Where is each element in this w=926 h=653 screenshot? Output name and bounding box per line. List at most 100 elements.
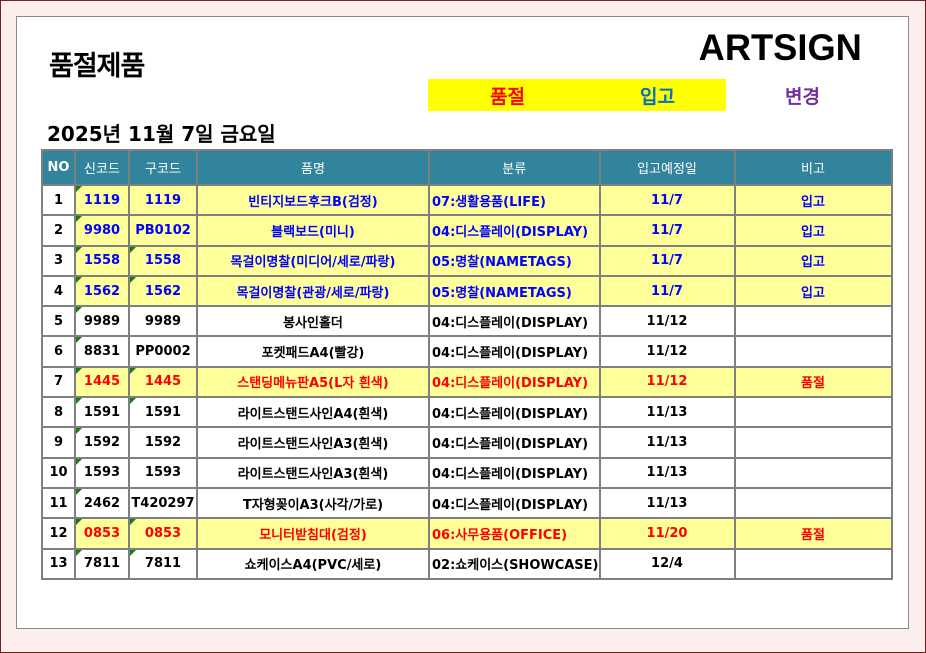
cell-no[interactable]: 6	[41, 335, 76, 368]
cell-eta[interactable]: 11/7	[598, 274, 736, 308]
cell-eta[interactable]: 11/12	[598, 365, 736, 399]
cell-product-name[interactable]: 라이트스탠드사인A3(흰색)	[196, 456, 430, 489]
cell-old-code[interactable]: 7811	[128, 547, 198, 580]
cell-product-name[interactable]: 목걸이명찰(관광/세로/파랑)	[196, 274, 430, 308]
cell-old-code[interactable]: 1562	[128, 274, 198, 308]
cell-note[interactable]: 품절	[733, 365, 893, 399]
column-header-product-name[interactable]: 품명	[196, 149, 430, 186]
cell-note[interactable]	[733, 456, 893, 489]
cell-note[interactable]	[733, 486, 893, 520]
cell-new-code[interactable]: 1558	[74, 244, 130, 277]
cell-new-code[interactable]: 0853	[74, 517, 130, 550]
cell-note[interactable]: 입고	[733, 183, 893, 217]
cell-category[interactable]: 02:쇼케이스(SHOWCASE)	[428, 547, 601, 580]
cell-new-code[interactable]: 8831	[74, 335, 130, 368]
cell-category[interactable]: 05:명찰(NAMETAGS)	[428, 244, 601, 277]
cell-note[interactable]	[733, 305, 893, 338]
cell-text: 1562	[144, 283, 182, 299]
cell-note[interactable]: 입고	[733, 244, 893, 277]
cell-new-code[interactable]: 1119	[74, 183, 130, 217]
cell-category[interactable]: 04:디스플레이(DISPLAY)	[428, 486, 601, 520]
cell-product-name[interactable]: 블랙보드(미니)	[196, 214, 430, 247]
cell-category[interactable]: 04:디스플레이(DISPLAY)	[428, 396, 601, 429]
cell-note[interactable]: 품절	[733, 517, 893, 550]
cell-no[interactable]: 13	[41, 547, 76, 580]
cell-old-code[interactable]: 1445	[128, 365, 198, 399]
column-header-no[interactable]: NO	[41, 149, 76, 186]
cell-no[interactable]: 2	[41, 214, 76, 247]
cell-eta[interactable]: 11/7	[598, 183, 736, 217]
cell-new-code[interactable]: 1591	[74, 396, 130, 429]
cell-old-code[interactable]: 9989	[128, 305, 198, 338]
column-header-eta[interactable]: 입고예정일	[598, 149, 736, 186]
cell-product-name[interactable]: T자형꽂이A3(사각/가로)	[196, 486, 430, 520]
cell-note[interactable]	[733, 335, 893, 368]
cell-no[interactable]: 10	[41, 456, 76, 489]
cell-old-code[interactable]: 1592	[128, 426, 198, 459]
cell-new-code[interactable]: 9989	[74, 305, 130, 338]
cell-eta[interactable]: 11/12	[598, 305, 736, 338]
cell-no[interactable]: 3	[41, 244, 76, 277]
cell-new-code[interactable]: 1593	[74, 456, 130, 489]
cell-eta[interactable]: 11/7	[598, 244, 736, 277]
cell-new-code[interactable]: 7811	[74, 547, 130, 580]
cell-eta[interactable]: 11/13	[598, 456, 736, 489]
cell-product-name[interactable]: 목걸이명찰(미디어/세로/파랑)	[196, 244, 430, 277]
cell-category[interactable]: 05:명찰(NAMETAGS)	[428, 274, 601, 308]
cell-new-code[interactable]: 1445	[74, 365, 130, 399]
cell-category[interactable]: 06:사무용품(OFFICE)	[428, 517, 601, 550]
cell-text: 04:디스플레이(DISPLAY)	[432, 467, 589, 483]
cell-product-name[interactable]: 봉사인홀더	[196, 305, 430, 338]
cell-eta[interactable]: 11/12	[598, 335, 736, 368]
cell-eta[interactable]: 11/13	[598, 486, 736, 520]
cell-old-code[interactable]: 1558	[128, 244, 198, 277]
cell-category[interactable]: 04:디스플레이(DISPLAY)	[428, 426, 601, 459]
cell-no[interactable]: 5	[41, 305, 76, 338]
cell-no[interactable]: 8	[41, 396, 76, 429]
cell-note[interactable]: 입고	[733, 214, 893, 247]
column-header-category[interactable]: 분류	[428, 149, 601, 186]
cell-product-name[interactable]: 라이트스탠드사인A3(흰색)	[196, 426, 430, 459]
column-header-old-code[interactable]: 구코드	[128, 149, 198, 186]
cell-no[interactable]: 9	[41, 426, 76, 459]
cell-new-code[interactable]: 1592	[74, 426, 130, 459]
cell-no[interactable]: 4	[41, 274, 76, 308]
cell-note[interactable]	[733, 426, 893, 459]
cell-no[interactable]: 11	[41, 486, 76, 520]
cell-new-code[interactable]: 1562	[74, 274, 130, 308]
cell-old-code[interactable]: 1119	[128, 183, 198, 217]
cell-category[interactable]: 04:디스플레이(DISPLAY)	[428, 335, 601, 368]
cell-category[interactable]: 04:디스플레이(DISPLAY)	[428, 214, 601, 247]
cell-eta[interactable]: 11/13	[598, 426, 736, 459]
cell-new-code[interactable]: 9980	[74, 214, 130, 247]
cell-old-code[interactable]: PB0102	[128, 214, 198, 247]
cell-product-name[interactable]: 포켓패드A4(빨강)	[196, 335, 430, 368]
cell-category[interactable]: 04:디스플레이(DISPLAY)	[428, 305, 601, 338]
cell-note[interactable]	[733, 547, 893, 580]
cell-category[interactable]: 07:생활용품(LIFE)	[428, 183, 601, 217]
cell-old-code[interactable]: PP0002	[128, 335, 198, 368]
cell-eta[interactable]: 11/20	[598, 517, 736, 550]
cell-eta[interactable]: 11/13	[598, 396, 736, 429]
cell-note[interactable]	[733, 396, 893, 429]
column-header-new-code[interactable]: 신코드	[74, 149, 130, 186]
cell-old-code[interactable]: T420297	[128, 486, 198, 520]
column-header-note[interactable]: 비고	[733, 149, 893, 186]
cell-product-name[interactable]: 빈티지보드후크B(검정)	[196, 183, 430, 217]
cell-product-name[interactable]: 쇼케이스A4(PVC/세로)	[196, 547, 430, 580]
cell-eta[interactable]: 12/4	[598, 547, 736, 580]
cell-old-code[interactable]: 0853	[128, 517, 198, 550]
cell-old-code[interactable]: 1593	[128, 456, 198, 489]
cell-category[interactable]: 04:디스플레이(DISPLAY)	[428, 456, 601, 489]
cell-no[interactable]: 1	[41, 183, 76, 217]
cell-note[interactable]: 입고	[733, 274, 893, 308]
cell-no[interactable]: 12	[41, 517, 76, 550]
cell-product-name[interactable]: 스탠딩메뉴판A5(L자 흰색)	[196, 365, 430, 399]
cell-eta[interactable]: 11/7	[598, 214, 736, 247]
cell-product-name[interactable]: 라이트스탠드사인A4(흰색)	[196, 396, 430, 429]
cell-old-code[interactable]: 1591	[128, 396, 198, 429]
cell-no[interactable]: 7	[41, 365, 76, 399]
cell-product-name[interactable]: 모니터받침대(검정)	[196, 517, 430, 550]
cell-new-code[interactable]: 2462	[74, 486, 130, 520]
cell-category[interactable]: 04:디스플레이(DISPLAY)	[428, 365, 601, 399]
